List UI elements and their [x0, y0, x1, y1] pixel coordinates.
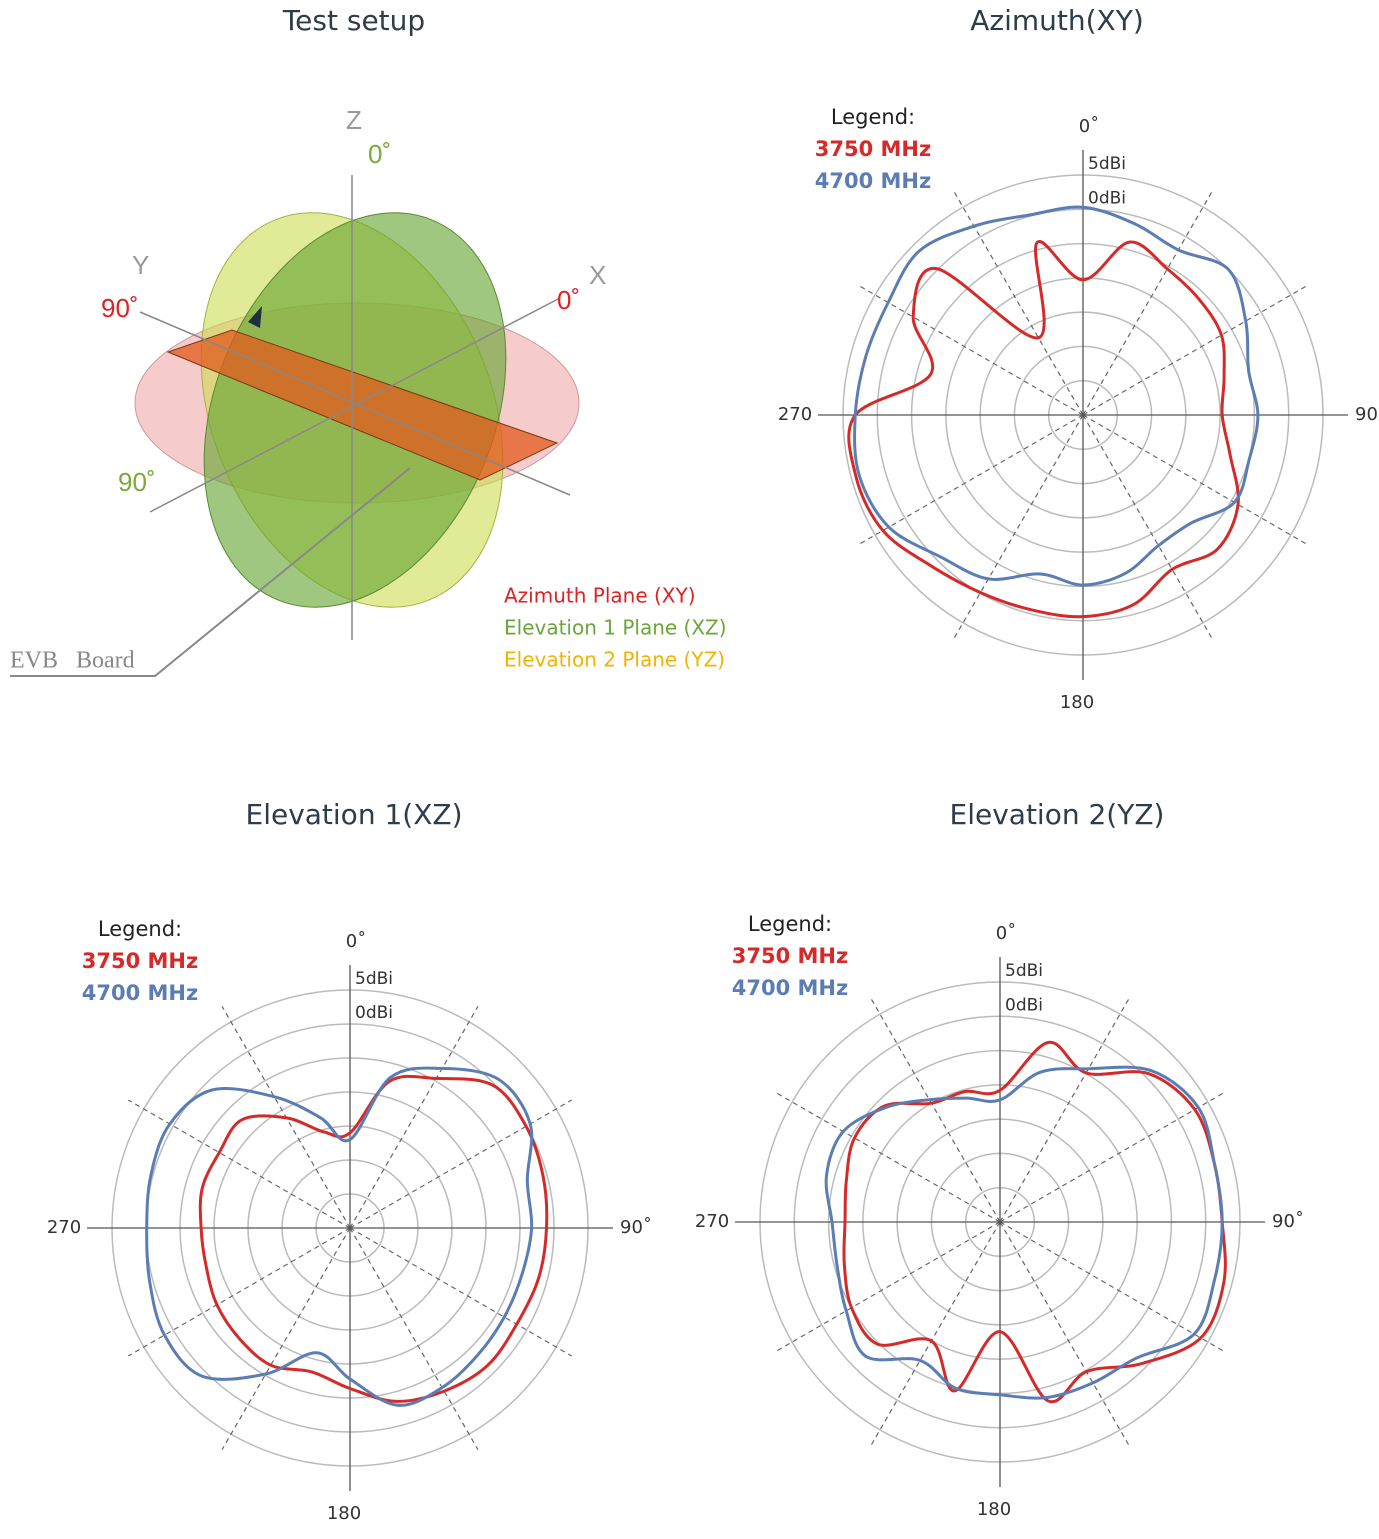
evb-board [166, 329, 559, 481]
theta-tick-label: 270 [47, 1217, 81, 1238]
legend-title: Legend: [831, 105, 915, 129]
legend-entry: 4700 MHz [815, 169, 931, 193]
r-tick-label: 5dBi [355, 969, 393, 989]
theta-tick-label: 180 [977, 1499, 1011, 1520]
pattern-curve [847, 240, 1240, 619]
angle-label: 90˚ [101, 293, 139, 323]
pattern-curve [824, 1065, 1224, 1400]
theta-tick-label: 0˚ [1079, 116, 1099, 137]
spoke [999, 998, 1130, 1223]
pattern-curve [145, 1066, 534, 1407]
plane-label: Azimuth Plane (XY) [504, 584, 696, 608]
r-tick-label: 0dBi [1088, 188, 1126, 208]
spoke [999, 1221, 1224, 1352]
r-tick-label: 5dBi [1005, 961, 1043, 981]
legend-title: Legend: [748, 912, 832, 936]
spoke [999, 1221, 1130, 1446]
axis-label: Y [132, 250, 149, 280]
theta-tick-label: 90˚ [620, 1217, 652, 1238]
legend-entry: 4700 MHz [82, 981, 198, 1005]
legend-title: Legend: [98, 917, 182, 941]
spoke [953, 191, 1084, 416]
board-pointer [10, 467, 411, 677]
theta-tick-label: 270 [695, 1211, 729, 1232]
polar-chart: Elevation 1(XZ) 5dBi 0dBi 0˚ 90˚ 180 270 Legend… [47, 798, 652, 1524]
polar-chart: Azimuth(XY) 5dBi 0dBi 0˚ 90˚ 180 270 Legend: 375… [778, 4, 1379, 713]
pattern-curve [842, 1040, 1227, 1404]
chart-title: Elevation 2(YZ) [950, 798, 1165, 831]
spoke [349, 1005, 479, 1229]
x-axis [149, 297, 561, 513]
angle-label: 0˚ [557, 285, 580, 315]
legend-entry: 3750 MHz [82, 949, 198, 973]
chart-title: Elevation 1(XZ) [246, 798, 463, 831]
theta-tick-label: 180 [327, 1503, 361, 1524]
board-label: EVB Board [10, 648, 135, 674]
pattern-curve [853, 205, 1260, 587]
spoke [999, 1092, 1224, 1223]
setup-title: Test setup [282, 4, 425, 37]
spoke [776, 1092, 1001, 1223]
spoke [221, 1227, 351, 1451]
theta-tick-label: 90˚ [1272, 1211, 1304, 1232]
r-tick-label: 0dBi [1005, 995, 1043, 1015]
axis-label: Z [346, 105, 362, 135]
spoke [127, 1099, 351, 1229]
theta-tick-label: 90˚ [1355, 404, 1379, 425]
angle-label: 0˚ [368, 139, 391, 169]
theta-tick-label: 270 [778, 404, 812, 425]
spoke [349, 1227, 479, 1451]
spoke [349, 1099, 573, 1229]
spoke [1082, 414, 1213, 639]
spoke [776, 1221, 1001, 1352]
spoke [127, 1227, 351, 1357]
plane-label: Elevation 2 Plane (YZ) [504, 648, 725, 672]
spoke [870, 1221, 1001, 1446]
r-tick-label: 5dBi [1088, 154, 1126, 174]
polar-chart: Elevation 2(YZ) 5dBi 0dBi 0˚ 90˚ 180 270 Legend… [695, 798, 1304, 1520]
spoke [859, 414, 1084, 545]
theta-tick-label: 0˚ [346, 931, 366, 952]
plane-label: Elevation 1 Plane (XZ) [504, 616, 727, 640]
legend-entry: 3750 MHz [815, 137, 931, 161]
y-axis [139, 311, 571, 496]
spoke [1082, 191, 1213, 416]
pattern-curve [198, 1074, 549, 1403]
r-tick-label: 0dBi [355, 1003, 393, 1023]
axis-label: X [589, 260, 606, 290]
spoke [1082, 285, 1307, 416]
legend-entry: 4700 MHz [732, 976, 848, 1000]
spoke [1082, 414, 1307, 545]
theta-tick-label: 180 [1060, 692, 1094, 713]
legend-entry: 3750 MHz [732, 944, 848, 968]
spoke [349, 1227, 573, 1357]
setup-diagram: Z 0˚ Y 90˚ X 0˚ 90˚ Azimuth Plane (XY) E… [10, 105, 727, 677]
spoke [870, 998, 1001, 1223]
angle-label: 90˚ [118, 467, 156, 497]
chart-title: Azimuth(XY) [970, 4, 1144, 37]
spoke [953, 414, 1084, 639]
spoke [859, 285, 1084, 416]
arrow [248, 306, 262, 328]
theta-tick-label: 0˚ [996, 923, 1016, 944]
